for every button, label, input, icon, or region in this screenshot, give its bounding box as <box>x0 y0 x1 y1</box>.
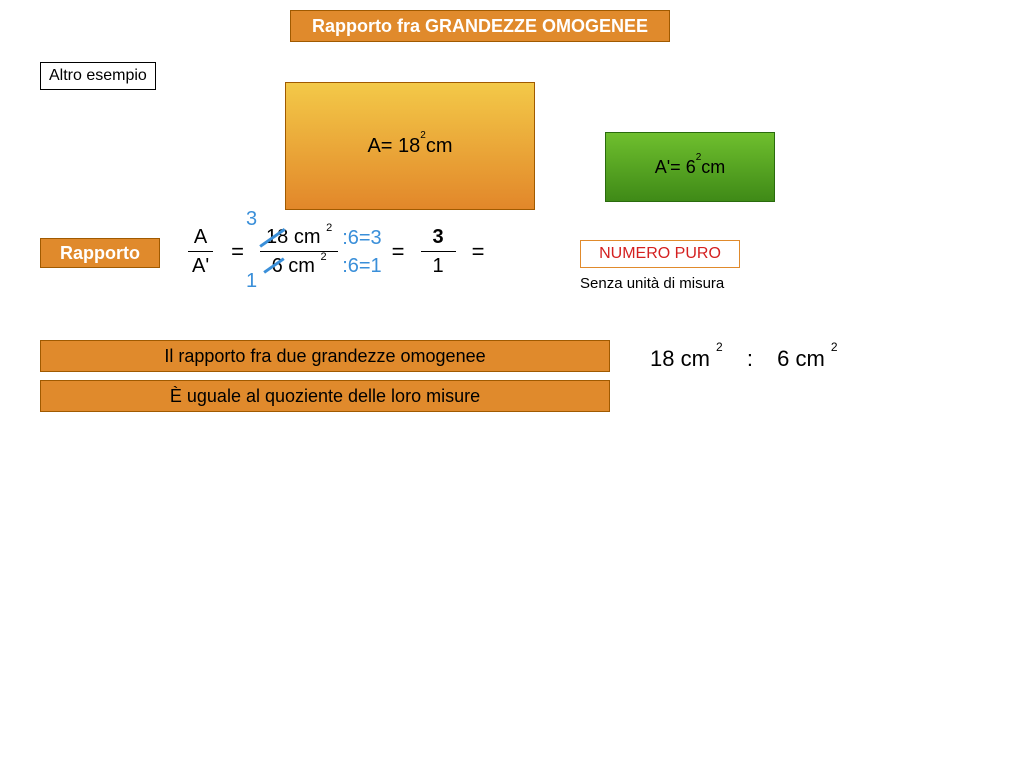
frac-18-6: 18 cm 2 6 cm 2 3 1 <box>260 225 338 278</box>
title-bar: Rapporto fra GRANDEZZE OMOGENEE <box>290 10 670 42</box>
rectangle-a: A= 182cm <box>285 82 535 210</box>
senza-unita: Senza unità di misura <box>580 275 724 292</box>
factor-num: :6=3 <box>342 226 381 252</box>
rapporto-label-text: Rapporto <box>60 243 140 264</box>
ratio-right: 18 cm 2 : 6 cm 2 <box>650 346 838 372</box>
example-label: Altro esempio <box>40 62 156 90</box>
ratio-left-exp: 2 <box>716 340 723 354</box>
frac3-num: 3 <box>421 225 456 252</box>
equals-2: = <box>392 239 405 265</box>
numero-puro-box: NUMERO PURO <box>580 240 740 268</box>
frac1-num: A <box>188 225 213 252</box>
title-text: Rapporto fra GRANDEZZE OMOGENEE <box>312 16 648 37</box>
factor-column: :6=3 :6=1 <box>342 226 381 278</box>
ratio-right-val: 6 cm <box>777 346 825 371</box>
cancel-num-result: 3 <box>246 207 257 231</box>
rapporto-label: Rapporto <box>40 238 160 268</box>
strip-1-text: Il rapporto fra due grandezze omogenee <box>164 346 485 367</box>
frac1-den: A' <box>186 252 215 278</box>
equals-1: = <box>231 239 244 265</box>
frac-a-aprime: A A' <box>186 225 215 278</box>
example-label-text: Altro esempio <box>49 67 147 84</box>
strip-2-text: È uguale al quoziente delle loro misure <box>170 386 480 407</box>
rectangle-a-prime: A'= 62cm <box>605 132 775 202</box>
strip-2: È uguale al quoziente delle loro misure <box>40 380 610 412</box>
factor-den: :6=1 <box>342 252 381 278</box>
cancel-den-result: 1 <box>246 269 257 293</box>
numero-puro-text: NUMERO PURO <box>599 245 721 263</box>
rect-aprime-label: A'= 62cm <box>655 157 726 178</box>
strip-1: Il rapporto fra due grandezze omogenee <box>40 340 610 372</box>
ratio-colon: : <box>747 346 753 371</box>
ratio-left-val: 18 cm <box>650 346 710 371</box>
frac3-den: 1 <box>421 252 456 278</box>
frac-3-1: 3 1 <box>421 225 456 278</box>
ratio-right-exp: 2 <box>831 340 838 354</box>
equation-row: A A' = 18 cm 2 6 cm 2 3 1 :6=3 :6=1 = 3 … <box>180 225 495 278</box>
rect-a-label: A= 182cm <box>367 135 452 158</box>
equals-3: = <box>472 239 485 265</box>
